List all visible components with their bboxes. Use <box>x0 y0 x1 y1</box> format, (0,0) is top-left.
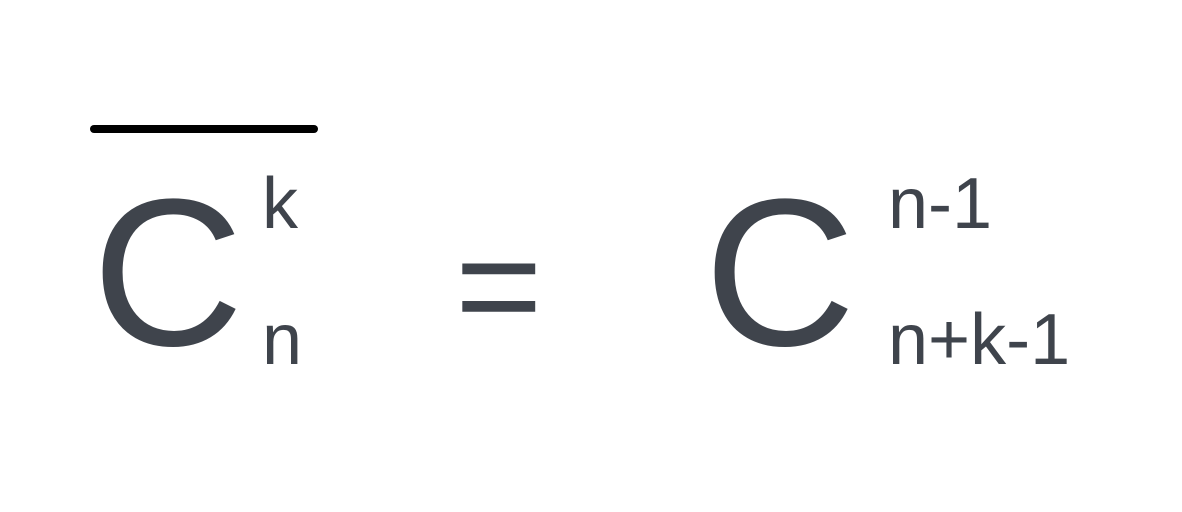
combination-overline <box>90 125 318 133</box>
left-superscript: k <box>262 164 298 244</box>
right-combination-symbol: C <box>704 155 856 390</box>
right-subscript: n+k-1 <box>888 300 1071 380</box>
equals-sign: = <box>455 201 543 369</box>
left-combination-symbol: C <box>92 155 244 390</box>
right-superscript: n-1 <box>888 164 993 244</box>
left-subscript: n <box>262 300 303 380</box>
